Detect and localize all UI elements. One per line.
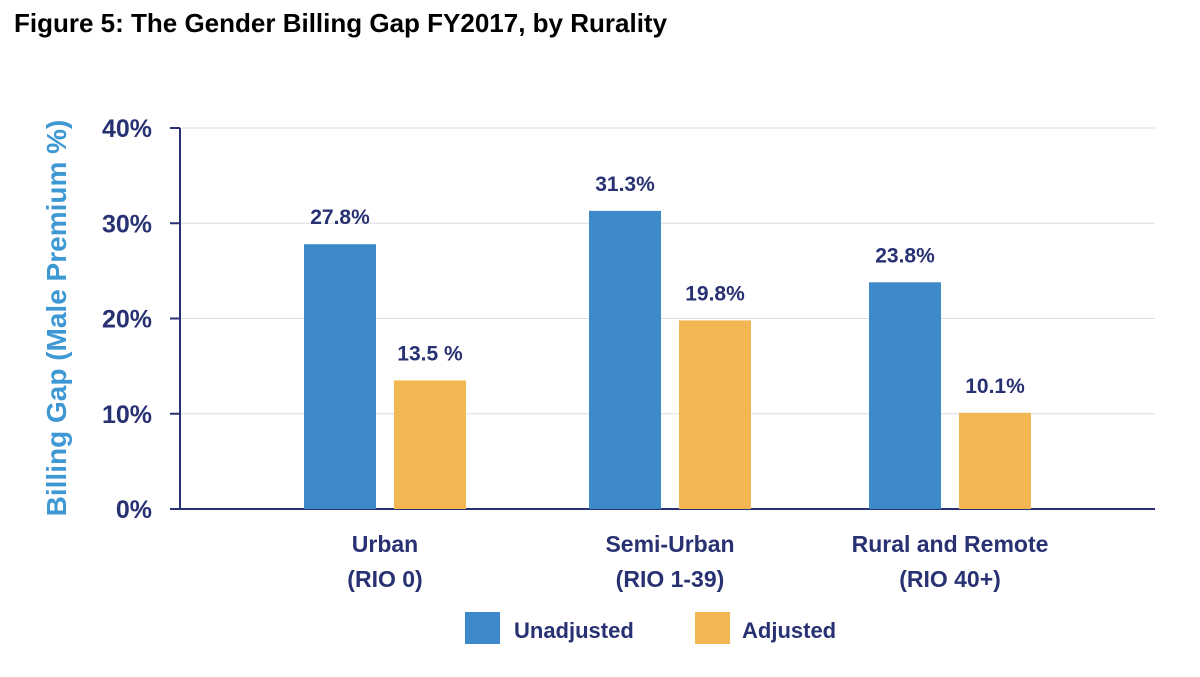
bar-adjusted-2	[959, 412, 1031, 509]
data-label: 13.5 %	[397, 342, 463, 365]
x-category-label-sub: (RIO 40+)	[899, 566, 1001, 592]
bar-unadjusted-0	[304, 244, 376, 509]
y-tick-label: 0%	[116, 496, 152, 524]
x-category-label: Urban	[352, 531, 418, 557]
y-axis-title: Billing Gap (Male Premium %)	[41, 120, 72, 517]
x-category-label-sub: (RIO 1-39)	[616, 566, 725, 592]
y-tick-label: 10%	[102, 401, 152, 429]
y-tick-label: 40%	[102, 115, 152, 143]
bar-adjusted-0	[394, 380, 466, 509]
data-label: 27.8%	[310, 206, 370, 229]
bar-unadjusted-2	[869, 282, 941, 509]
legend-swatch-adjusted	[695, 612, 730, 644]
y-tick-label: 30%	[102, 210, 152, 238]
x-category-label-sub: (RIO 0)	[347, 566, 422, 592]
y-tick-label: 20%	[102, 306, 152, 334]
legend-label: Adjusted	[742, 618, 836, 643]
x-category-label: Semi-Urban	[605, 531, 734, 557]
data-label: 31.3%	[595, 173, 655, 196]
legend-label: Unadjusted	[514, 618, 634, 643]
figure-title: Figure 5: The Gender Billing Gap FY2017,…	[14, 8, 668, 38]
data-label: 19.8%	[685, 282, 745, 305]
x-category-label: Rural and Remote	[852, 531, 1049, 557]
legend-swatch-unadjusted	[465, 612, 500, 644]
data-label: 10.1%	[965, 375, 1025, 398]
bar-adjusted-1	[679, 320, 751, 509]
data-label: 23.8%	[875, 244, 935, 267]
bar-unadjusted-1	[589, 210, 661, 509]
